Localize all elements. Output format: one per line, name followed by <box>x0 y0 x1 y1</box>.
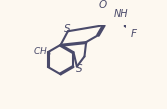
Text: F: F <box>130 29 136 39</box>
Text: CH$_3$: CH$_3$ <box>33 45 52 58</box>
Text: S: S <box>76 64 82 74</box>
Text: O: O <box>99 0 107 10</box>
Text: S: S <box>64 24 70 34</box>
Text: NH: NH <box>114 9 129 19</box>
